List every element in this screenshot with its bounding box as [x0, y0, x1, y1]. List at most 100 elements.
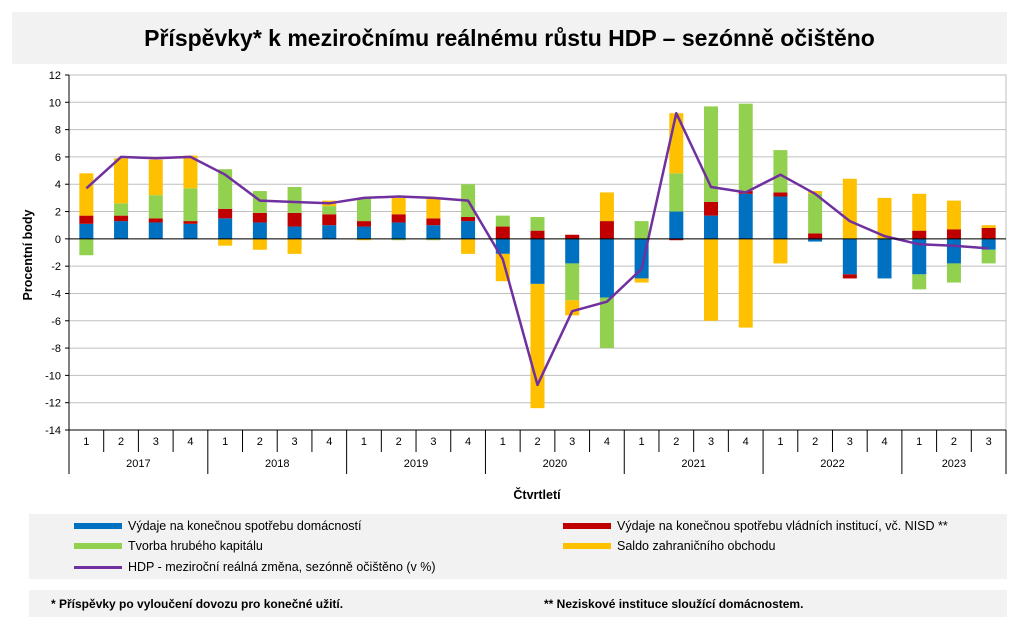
bar-segment — [599, 192, 614, 222]
x-tick-label-quarter: 1 — [777, 436, 783, 448]
legend-item-gdp: HDP - meziroční reálná změna, sezónně oč… — [74, 560, 436, 574]
bar-segment — [704, 215, 719, 239]
bar-segment — [530, 238, 545, 284]
legend-label-capital: Tvorba hrubého kapitálu — [128, 539, 263, 553]
legend-swatch-gdp — [74, 565, 122, 569]
x-tick-label-year: 2023 — [942, 458, 966, 470]
bar-segment — [495, 215, 510, 227]
bar-segment — [426, 238, 441, 241]
bar-segment — [114, 221, 129, 239]
bar-segment — [808, 233, 823, 239]
bar-segment — [669, 211, 684, 239]
x-tick-label-quarter: 3 — [569, 436, 575, 448]
footnote-box: * Příspěvky po vyloučení dovozu pro kone… — [29, 590, 1007, 617]
x-tick-label-quarter: 4 — [881, 436, 887, 448]
bar-segment — [912, 238, 927, 275]
bar-segment — [704, 201, 719, 216]
bar-segment — [912, 274, 927, 290]
bar-segment — [252, 222, 267, 239]
bar-segment — [842, 238, 857, 275]
bar-segment — [738, 193, 753, 239]
bar-segment — [946, 200, 961, 230]
bar-segment — [495, 238, 510, 254]
bar-segment — [530, 283, 545, 409]
x-tick-label-quarter: 2 — [812, 436, 818, 448]
y-tick-label: 6 — [55, 152, 61, 164]
y-tick-label: 8 — [55, 125, 61, 137]
bar-segment — [148, 159, 163, 196]
x-tick-label-quarter: 2 — [396, 436, 402, 448]
bar-segment — [148, 195, 163, 219]
x-tick-label-quarter: 4 — [743, 436, 749, 448]
bar-segment — [565, 238, 580, 264]
x-tick-label-quarter: 3 — [292, 436, 298, 448]
y-tick-label: -10 — [45, 370, 61, 382]
y-tick-label: -6 — [51, 316, 61, 328]
bar-segment — [391, 238, 406, 241]
bar-segment — [356, 226, 371, 239]
bar-segment — [79, 223, 94, 239]
gdp-line-path — [85, 111, 989, 387]
gdp-line — [85, 111, 989, 387]
x-tick-label-quarter: 4 — [604, 436, 610, 448]
footnote-right: ** Neziskové instituce sloužící domácnos… — [544, 597, 804, 611]
x-tick-label-quarter: 4 — [187, 436, 193, 448]
x-tick-label-quarter: 1 — [222, 436, 228, 448]
x-tick-label-quarter: 2 — [951, 436, 957, 448]
bar-segment — [218, 218, 233, 239]
bar-segment — [565, 234, 580, 239]
bar-segment — [634, 221, 649, 239]
legend-swatch-trade — [563, 543, 611, 549]
y-tick-label: -14 — [45, 425, 61, 437]
bar-segment — [981, 249, 996, 264]
legend-item-capital: Tvorba hrubého kapitálu — [74, 539, 263, 553]
bar-segment — [426, 218, 441, 226]
bar-segment — [773, 192, 788, 197]
legend-label-government: Výdaje na konečnou spotřebu vládních ins… — [617, 519, 948, 533]
chart-title-box: Příspěvky* k meziročnímu reálnému růstu … — [12, 12, 1007, 64]
bar-segment — [79, 173, 94, 216]
y-axis-label: Procentní body — [21, 209, 35, 300]
x-tick-label-quarter: 3 — [708, 436, 714, 448]
bar-segment — [946, 238, 961, 264]
bar-segment — [79, 215, 94, 224]
bar-segment — [912, 230, 927, 239]
bar-segment — [114, 158, 129, 204]
legend-item-government: Výdaje na konečnou spotřebu vládních ins… — [563, 519, 948, 533]
y-tick-label: -12 — [45, 398, 61, 410]
x-tick-label-year: 2017 — [126, 458, 150, 470]
x-tick-label-quarter: 2 — [534, 436, 540, 448]
bar-segment — [183, 223, 198, 239]
bar-segment — [599, 297, 614, 349]
bar-segment — [981, 238, 996, 250]
x-tick-label-quarter: 1 — [361, 436, 367, 448]
bar-segment — [148, 222, 163, 239]
bar-segment — [461, 217, 476, 222]
bar-segment — [391, 214, 406, 223]
x-tick-label-quarter: 2 — [118, 436, 124, 448]
bar-segment — [634, 278, 649, 283]
bar-segment — [287, 186, 302, 213]
bar-segment — [252, 212, 267, 223]
axes — [65, 74, 1007, 474]
bar-segment — [912, 193, 927, 231]
x-tick-label-quarter: 3 — [430, 436, 436, 448]
bar-segment — [461, 221, 476, 239]
bar-segment — [183, 188, 198, 222]
legend-item-households: Výdaje na konečnou spotřebu domácností — [74, 519, 362, 533]
bar-segment — [981, 225, 996, 228]
bar-segment — [808, 193, 823, 234]
x-tick-label-quarter: 2 — [257, 436, 263, 448]
x-tick-label-quarter: 3 — [847, 436, 853, 448]
bar-segment — [773, 196, 788, 239]
legend-swatch-capital — [74, 543, 122, 549]
bar-segment — [461, 238, 476, 254]
legend-label-trade: Saldo zahraničního obchodu — [617, 539, 776, 553]
bar-segment — [322, 206, 337, 215]
bar-segment — [356, 197, 371, 222]
bar-segment — [565, 300, 580, 316]
legend-label-gdp: HDP - meziroční reálná změna, sezónně oč… — [128, 560, 436, 574]
footnote-left: * Příspěvky po vyloučení dovozu pro kone… — [51, 597, 344, 611]
bar-segment — [565, 263, 580, 301]
